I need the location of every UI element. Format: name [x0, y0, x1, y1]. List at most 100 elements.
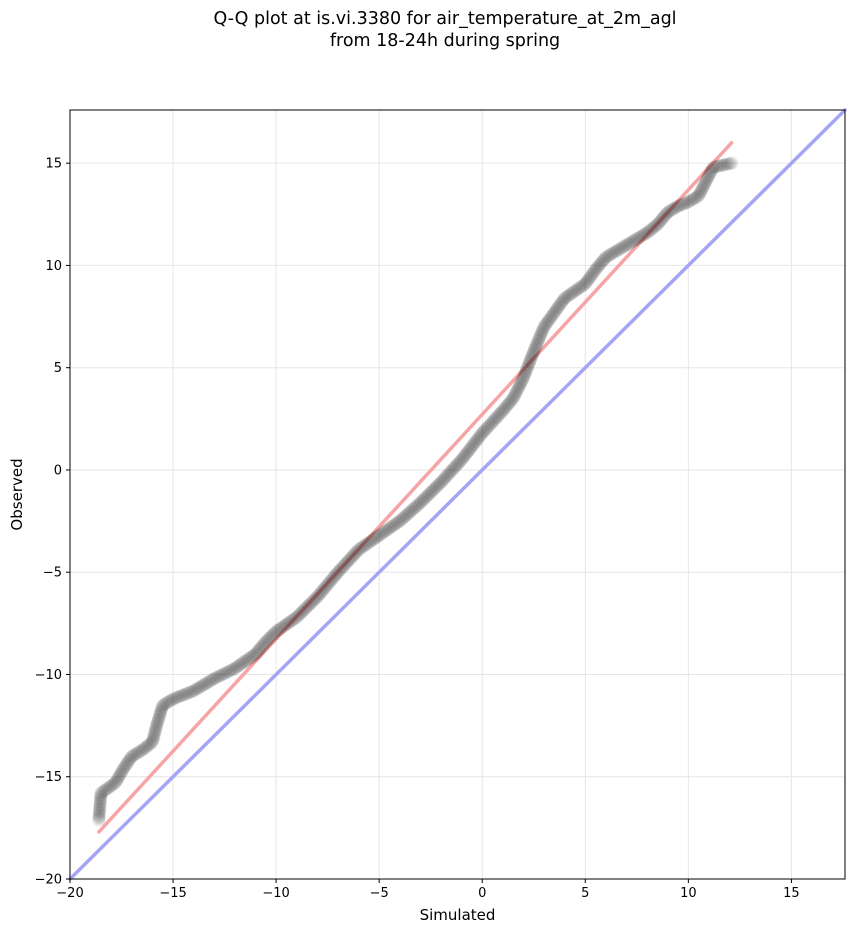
- data-point: [329, 568, 343, 582]
- data-point: [352, 543, 366, 557]
- data-point: [525, 349, 539, 363]
- data-point: [466, 438, 480, 452]
- data-point: [722, 157, 736, 171]
- data-point: [223, 664, 237, 678]
- reference-line-fit: [97, 140, 734, 834]
- data-point: [269, 625, 283, 639]
- data-point: [378, 525, 392, 539]
- data-point: [546, 307, 560, 321]
- data-point: [183, 685, 197, 699]
- y-tick-label: 15: [45, 157, 62, 172]
- data-point: [683, 194, 697, 208]
- y-tick-label: 5: [54, 361, 62, 376]
- data-point: [597, 253, 611, 267]
- data-point: [602, 249, 616, 263]
- data-point: [93, 797, 107, 811]
- data-point: [112, 769, 126, 783]
- data-point: [536, 322, 550, 336]
- chart-title-block: Q-Q plot at is.vi.3380 for air_temperatu…: [0, 8, 854, 52]
- data-point: [107, 777, 121, 791]
- data-point: [617, 239, 631, 253]
- x-tick-label: −15: [159, 886, 186, 901]
- y-tick-label: −10: [35, 668, 62, 683]
- data-point: [477, 424, 491, 438]
- data-point: [353, 541, 367, 555]
- data-point: [181, 686, 195, 700]
- data-point: [673, 198, 687, 212]
- data-point: [287, 612, 301, 626]
- data-point: [332, 564, 346, 578]
- data-point: [300, 600, 314, 614]
- data-point: [341, 554, 355, 568]
- data-point: [397, 510, 411, 524]
- data-point: [297, 603, 311, 617]
- data-point: [396, 511, 410, 525]
- data-point: [652, 215, 666, 229]
- data-point: [336, 559, 350, 573]
- data-point: [541, 314, 555, 328]
- data-point: [149, 719, 163, 733]
- data-point: [679, 196, 693, 210]
- data-point: [227, 662, 241, 676]
- data-point: [470, 433, 484, 447]
- data-point: [217, 667, 231, 681]
- data-point: [175, 689, 189, 703]
- data-point: [416, 493, 430, 507]
- data-point: [498, 401, 512, 415]
- data-point: [310, 590, 324, 604]
- data-point: [453, 454, 467, 468]
- data-point: [511, 382, 525, 396]
- data-point: [414, 495, 428, 509]
- data-point: [557, 292, 571, 306]
- data-point: [141, 739, 155, 753]
- data-point: [627, 234, 641, 248]
- data-point: [549, 303, 563, 317]
- data-point: [209, 671, 223, 685]
- data-point: [455, 452, 469, 466]
- data-point: [716, 158, 730, 172]
- data-point: [571, 282, 585, 296]
- data-point: [205, 673, 219, 687]
- data-point: [469, 435, 483, 449]
- data-point: [449, 459, 463, 473]
- data-point: [406, 502, 420, 516]
- data-point: [689, 190, 703, 204]
- data-point: [675, 198, 689, 212]
- data-point: [267, 627, 281, 641]
- data-point: [313, 587, 327, 601]
- data-point: [259, 634, 273, 648]
- data-point: [695, 182, 709, 196]
- data-point: [444, 464, 458, 478]
- data-point: [687, 192, 701, 206]
- data-point: [725, 156, 739, 170]
- y-tick-label: −20: [35, 873, 62, 888]
- data-point: [483, 417, 497, 431]
- data-point: [316, 583, 330, 597]
- data-point: [425, 484, 439, 498]
- data-point: [311, 588, 325, 602]
- data-point: [495, 404, 509, 418]
- data-point: [485, 416, 499, 430]
- data-point: [185, 684, 199, 698]
- data-point: [504, 394, 518, 408]
- data-point: [247, 648, 261, 662]
- data-point: [515, 374, 529, 388]
- data-point: [93, 795, 107, 809]
- data-point: [512, 380, 526, 394]
- y-axis-label: Observed: [8, 458, 26, 530]
- data-point: [430, 479, 444, 493]
- data-point: [447, 461, 461, 475]
- data-point: [615, 241, 629, 255]
- data-point: [93, 792, 107, 806]
- data-point: [518, 366, 532, 380]
- y-tick-label: 10: [45, 259, 62, 274]
- data-point: [365, 534, 379, 548]
- data-point: [534, 328, 548, 342]
- data-point: [705, 161, 719, 175]
- data-point: [193, 680, 207, 694]
- data-point: [299, 601, 313, 615]
- data-point: [575, 279, 589, 293]
- data-point: [635, 229, 649, 243]
- data-point: [718, 158, 732, 172]
